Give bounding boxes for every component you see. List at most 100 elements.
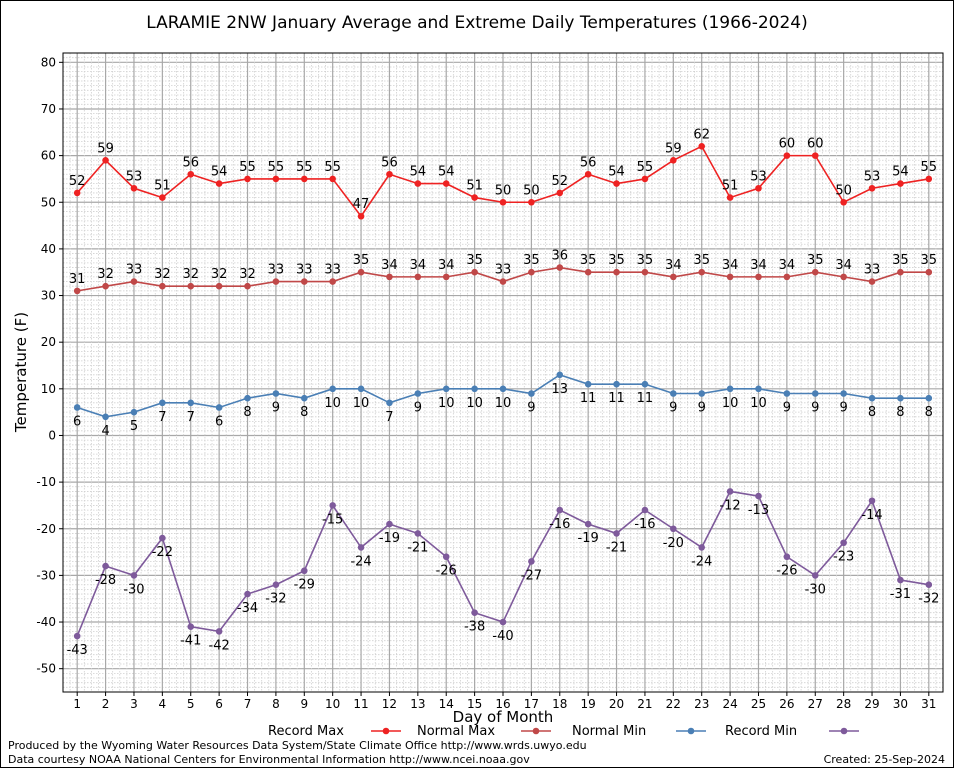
data-point-record-max [840, 198, 847, 206]
data-point-record-max [556, 189, 564, 197]
data-label-record-min: -32 [265, 592, 286, 607]
x-tick-label: 10 [325, 697, 340, 711]
data-label-record-max: 54 [410, 165, 427, 180]
data-point-normal-min [584, 380, 592, 388]
legend-label-normal-max: Normal Max [417, 724, 495, 739]
data-label-record-min: -16 [549, 517, 570, 532]
data-point-normal-min [897, 394, 904, 402]
data-point-normal-max [272, 278, 280, 285]
data-label-record-max: 59 [665, 141, 682, 156]
data-point-record-min [868, 497, 876, 505]
data-point-normal-min [272, 390, 280, 397]
x-tick-label: 29 [864, 697, 879, 711]
data-point-normal-min [102, 413, 109, 421]
legend-label-record-max: Record Max [268, 724, 344, 739]
data-label-normal-max: 34 [779, 258, 796, 273]
data-label-normal-max: 31 [69, 272, 86, 287]
data-label-normal-min: 6 [73, 414, 81, 429]
data-point-normal-max [613, 268, 620, 276]
data-point-normal-max [471, 268, 478, 276]
data-label-normal-max: 35 [523, 253, 540, 268]
data-point-record-max [130, 184, 138, 192]
data-point-record-min [329, 502, 336, 509]
data-label-normal-max: 32 [97, 267, 114, 282]
data-point-normal-min [442, 385, 450, 393]
data-point-record-max [187, 170, 195, 178]
x-tick-label: 16 [495, 697, 510, 711]
data-point-normal-min [556, 371, 564, 379]
data-label-normal-min: 10 [722, 396, 739, 411]
data-point-normal-min [471, 385, 478, 393]
x-tick-label: 19 [581, 697, 596, 711]
legend-marker-normal-min [687, 727, 695, 735]
data-label-record-max: 55 [921, 160, 938, 175]
data-label-normal-min: 5 [130, 419, 138, 434]
data-point-record-max [329, 175, 336, 183]
data-point-record-max [499, 198, 507, 206]
data-point-record-min [386, 520, 393, 528]
data-point-normal-max [102, 282, 109, 290]
data-label-record-min: -14 [861, 508, 882, 523]
data-label-record-min: -34 [237, 601, 258, 616]
data-label-record-max: 54 [211, 165, 228, 180]
data-label-record-max: 59 [97, 141, 114, 156]
data-label-record-min: -30 [805, 582, 826, 597]
data-point-normal-min [613, 380, 620, 388]
data-label-record-min: -26 [776, 564, 797, 579]
data-label-normal-max: 32 [239, 267, 256, 282]
data-label-record-max: 60 [807, 137, 824, 152]
data-label-record-min: -31 [890, 587, 911, 602]
data-label-normal-max: 34 [750, 258, 767, 273]
data-label-normal-min: 9 [698, 400, 706, 415]
data-label-record-min: -13 [748, 503, 769, 518]
data-label-record-max: 52 [69, 174, 86, 189]
y-axis-ticks: -50 -40 -30 -20 -10 0 10 20 30 40 50 60 70 80 [36, 55, 63, 676]
y-axis-label: Temperature (F) [12, 312, 30, 433]
data-point-normal-max [187, 282, 195, 290]
data-point-record-min [698, 544, 706, 551]
x-tick-label: 17 [524, 697, 539, 711]
data-point-record-max [584, 170, 592, 178]
data-label-normal-max: 35 [921, 253, 938, 268]
data-point-normal-max [755, 273, 762, 281]
data-label-normal-max: 33 [268, 263, 285, 278]
data-point-record-min [811, 572, 819, 579]
data-point-record-max [670, 156, 677, 164]
data-point-record-max [641, 175, 649, 183]
data-label-record-max: 56 [580, 155, 597, 170]
data-label-normal-min: 10 [438, 396, 455, 411]
data-point-record-min [130, 572, 138, 579]
chart-title: LARAMIE 2NW January Average and Extreme … [146, 13, 808, 33]
data-label-normal-min: 11 [580, 391, 597, 406]
y-tick-label: 50 [41, 195, 56, 209]
data-point-record-max [73, 189, 81, 197]
data-point-normal-min [698, 390, 706, 397]
data-point-normal-max [556, 264, 564, 271]
data-point-record-max [215, 180, 223, 187]
data-label-normal-min: 6 [215, 414, 223, 429]
data-point-normal-max [641, 268, 649, 276]
data-label-normal-min: 9 [840, 400, 848, 415]
data-label-normal-max: 33 [126, 263, 143, 278]
data-label-normal-max: 34 [835, 258, 852, 273]
data-label-record-min: -22 [152, 545, 173, 560]
data-point-normal-min [811, 390, 819, 397]
series-normal-max: 31 32 33 32 32 32 32 33 33 33 35 34 34 34 35 33 35 36 35 35… [69, 249, 937, 295]
data-label-normal-max: 33 [296, 263, 313, 278]
data-point-normal-max [840, 273, 847, 281]
x-tick-label: 24 [722, 697, 737, 711]
data-point-record-max [613, 180, 620, 187]
data-point-normal-min [73, 404, 81, 411]
data-point-normal-min [215, 404, 223, 411]
data-point-record-min [641, 506, 649, 514]
data-label-record-min: -32 [918, 592, 939, 607]
x-tick-label: 20 [609, 697, 624, 711]
data-label-normal-max: 34 [438, 258, 455, 273]
data-label-record-max: 53 [864, 169, 881, 184]
data-point-record-max [442, 180, 450, 187]
data-label-record-min: -23 [833, 550, 854, 565]
data-label-record-min: -24 [350, 554, 371, 569]
data-point-record-max [528, 198, 535, 206]
data-label-record-max: 60 [779, 137, 796, 152]
